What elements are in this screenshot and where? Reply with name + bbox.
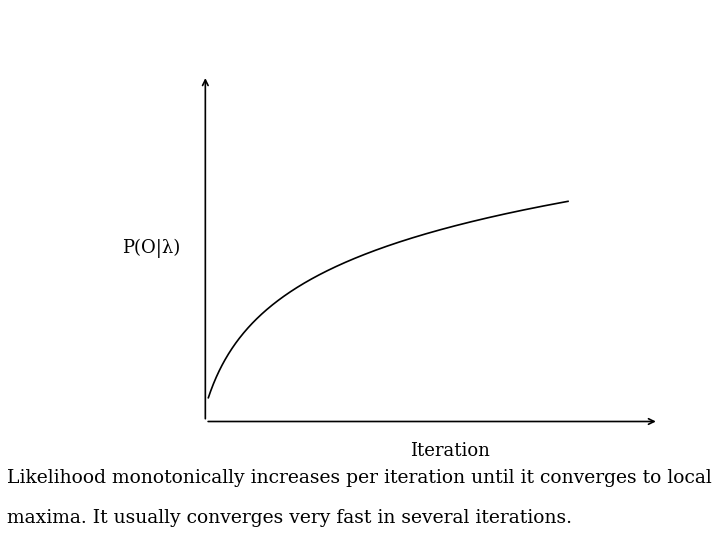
Text: maxima. It usually converges very fast in several iterations.: maxima. It usually converges very fast i…	[7, 509, 572, 528]
Text: Iteration: Iteration	[410, 442, 490, 460]
Text: P(O|λ): P(O|λ)	[122, 239, 180, 258]
Text: Likelihood monotonically increases per iteration until it converges to local: Likelihood monotonically increases per i…	[7, 469, 712, 487]
